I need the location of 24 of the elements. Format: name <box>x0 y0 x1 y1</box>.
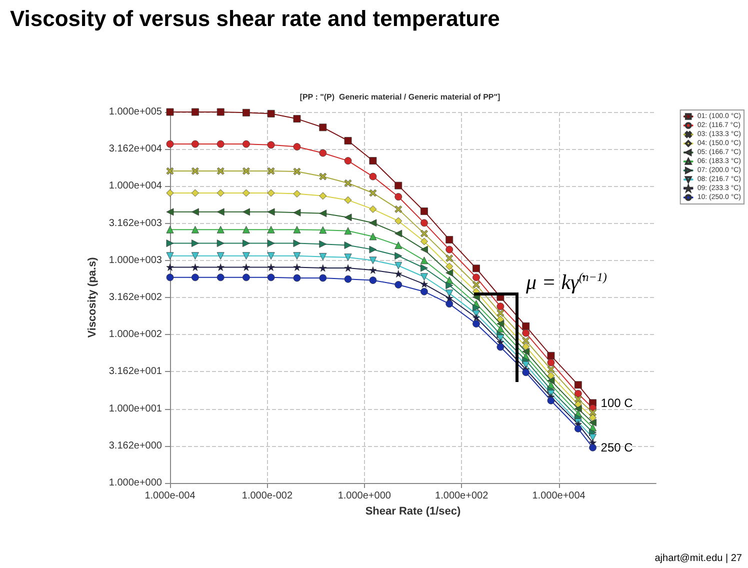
text: ajhart@mit.edu | 27 <box>654 553 742 564</box>
annotation: 250 C <box>600 440 634 455</box>
y-tick-label: 1.000e+003 <box>108 254 162 266</box>
annotation: μ = kγ̇$^{(n−1)}$ <box>526 270 607 295</box>
y-axis-title: Viscosity (pa.s) <box>86 256 98 338</box>
x-tick-label: 1.000e-002 <box>242 490 293 502</box>
y-tick-label: 3.162e+000 <box>108 440 162 452</box>
y-tick-label: 3.162e+004 <box>108 144 162 155</box>
x-axis-title: Shear Rate (1/sec) <box>365 505 462 518</box>
x-tick-label: 1.000e+000 <box>338 490 392 502</box>
y-tick-label: 3.162e+003 <box>108 218 162 229</box>
y-tick-label: 3.162e+001 <box>108 366 162 378</box>
chart-title: Viscosity of versus shear rate and temperature <box>10 6 501 32</box>
y-tick-label: 1.000e+004 <box>108 180 162 192</box>
annotation: 100 C <box>600 396 634 410</box>
y-tick-label: 1.000e+002 <box>108 329 162 340</box>
y-tick-label: 1.000e+001 <box>108 403 162 414</box>
y-tick-label: 1.000e+000 <box>108 478 162 488</box>
y-tick-label: 1.000e+005 <box>108 106 162 118</box>
y-tick-label: 3.162e+002 <box>108 292 162 304</box>
x-tick-label: 1.000e+004 <box>532 490 586 502</box>
x-tick-label: 1.000e+002 <box>435 490 489 502</box>
chart-subtitle: [PP : "(P) Generic material / Generic material of PP"] <box>300 92 501 102</box>
x-tick-label: 1.000e-004 <box>144 490 196 502</box>
